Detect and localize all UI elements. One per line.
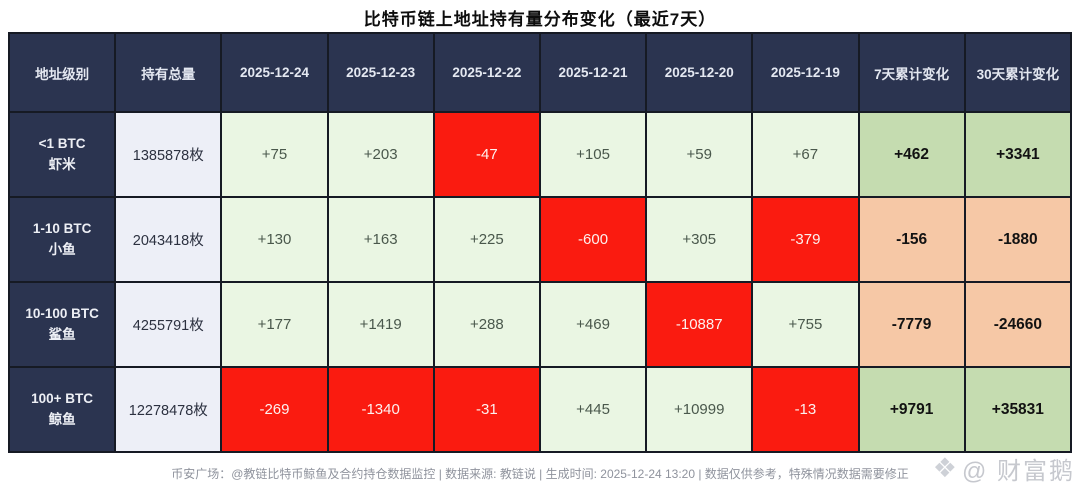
daily-change-cell: +67 bbox=[751, 111, 860, 198]
daily-change-cell: -13 bbox=[751, 366, 860, 453]
column-header: 2025-12-24 bbox=[220, 32, 329, 113]
watermark-text: @ 财富鹅 bbox=[961, 458, 1075, 485]
daily-change-cell: +445 bbox=[538, 366, 648, 453]
cumulative-change-cell: -156 bbox=[857, 196, 966, 283]
daily-change-cell: -10887 bbox=[645, 281, 754, 368]
header-row: 地址级别 持有总量 2025-12-24 2025-12-23 2025-12-22 20… bbox=[7, 32, 1073, 113]
cumulative-change-cell: +9791 bbox=[857, 366, 966, 453]
diamond-icon: ❖ bbox=[932, 453, 957, 483]
table-row: <1 BTC 虾米 1385878枚 +75 +203 -47 +105 +59 +67 +462… bbox=[7, 111, 1073, 198]
table-row: 100+ BTC 鲸鱼 12278478枚 -269 -1340 -31 +445 +1099… bbox=[7, 366, 1073, 453]
column-header: 30天累计变化 bbox=[963, 32, 1073, 113]
column-header: 7天累计变化 bbox=[857, 32, 966, 113]
cumulative-change-cell: -7779 bbox=[857, 281, 966, 368]
daily-change-cell: +59 bbox=[645, 111, 754, 198]
daily-change-cell: +755 bbox=[751, 281, 860, 368]
table-row: 10-100 BTC 鲨鱼 4255791枚 +177 +1419 +288 +469 -10… bbox=[7, 281, 1073, 368]
column-header: 2025-12-21 bbox=[538, 32, 648, 113]
total-holdings-cell: 2043418枚 bbox=[114, 196, 223, 283]
address-level-cell: 10-100 BTC 鲨鱼 bbox=[7, 281, 117, 368]
daily-change-cell: +10999 bbox=[645, 366, 754, 453]
daily-change-cell: +1419 bbox=[326, 281, 435, 368]
daily-change-cell: -269 bbox=[220, 366, 329, 453]
column-header: 2025-12-22 bbox=[432, 32, 541, 113]
address-level-cell: <1 BTC 虾米 bbox=[7, 111, 117, 198]
daily-change-cell: +130 bbox=[220, 196, 329, 283]
column-header: 2025-12-19 bbox=[751, 32, 860, 113]
holdings-table: 地址级别 持有总量 2025-12-24 2025-12-23 2025-12-22 20… bbox=[7, 32, 1073, 453]
address-level-cell: 1-10 BTC 小鱼 bbox=[7, 196, 117, 283]
daily-change-cell: -47 bbox=[432, 111, 541, 198]
daily-change-cell: -1340 bbox=[326, 366, 435, 453]
column-header: 地址级别 bbox=[7, 32, 117, 113]
daily-change-cell: +163 bbox=[326, 196, 435, 283]
daily-change-cell: +225 bbox=[432, 196, 541, 283]
daily-change-cell: +203 bbox=[326, 111, 435, 198]
daily-change-cell: +305 bbox=[645, 196, 754, 283]
column-header: 持有总量 bbox=[114, 32, 223, 113]
total-holdings-cell: 4255791枚 bbox=[114, 281, 223, 368]
watermark: ❖ @ 财富鹅 bbox=[933, 451, 1075, 486]
cumulative-change-cell: +462 bbox=[857, 111, 966, 198]
daily-change-cell: -31 bbox=[432, 366, 541, 453]
cumulative-change-cell: +3341 bbox=[963, 111, 1073, 198]
daily-change-cell: +177 bbox=[220, 281, 329, 368]
column-header: 2025-12-23 bbox=[326, 32, 435, 113]
daily-change-cell: -379 bbox=[751, 196, 860, 283]
cumulative-change-cell: +35831 bbox=[963, 366, 1073, 453]
daily-change-cell: -600 bbox=[538, 196, 648, 283]
total-holdings-cell: 1385878枚 bbox=[114, 111, 223, 198]
daily-change-cell: +105 bbox=[538, 111, 648, 198]
cumulative-change-cell: -1880 bbox=[963, 196, 1073, 283]
daily-change-cell: +75 bbox=[220, 111, 329, 198]
total-holdings-cell: 12278478枚 bbox=[114, 366, 223, 453]
table-body: <1 BTC 虾米 1385878枚 +75 +203 -47 +105 +59 +67 +462… bbox=[7, 111, 1073, 453]
daily-change-cell: +469 bbox=[538, 281, 648, 368]
footer-note: 币安广场：@教链比特币鲸鱼及合约持仓数据监控 | 数据来源: 教链说 | 生成时… bbox=[171, 467, 909, 481]
column-header: 2025-12-20 bbox=[645, 32, 754, 113]
cumulative-change-cell: -24660 bbox=[963, 281, 1073, 368]
page-title: 比特币链上地址持有量分布变化（最近7天） bbox=[363, 10, 717, 29]
daily-change-cell: +288 bbox=[432, 281, 541, 368]
table-row: 1-10 BTC 小鱼 2043418枚 +130 +163 +225 -600 +305 -3… bbox=[7, 196, 1073, 283]
address-level-cell: 100+ BTC 鲸鱼 bbox=[7, 366, 117, 453]
